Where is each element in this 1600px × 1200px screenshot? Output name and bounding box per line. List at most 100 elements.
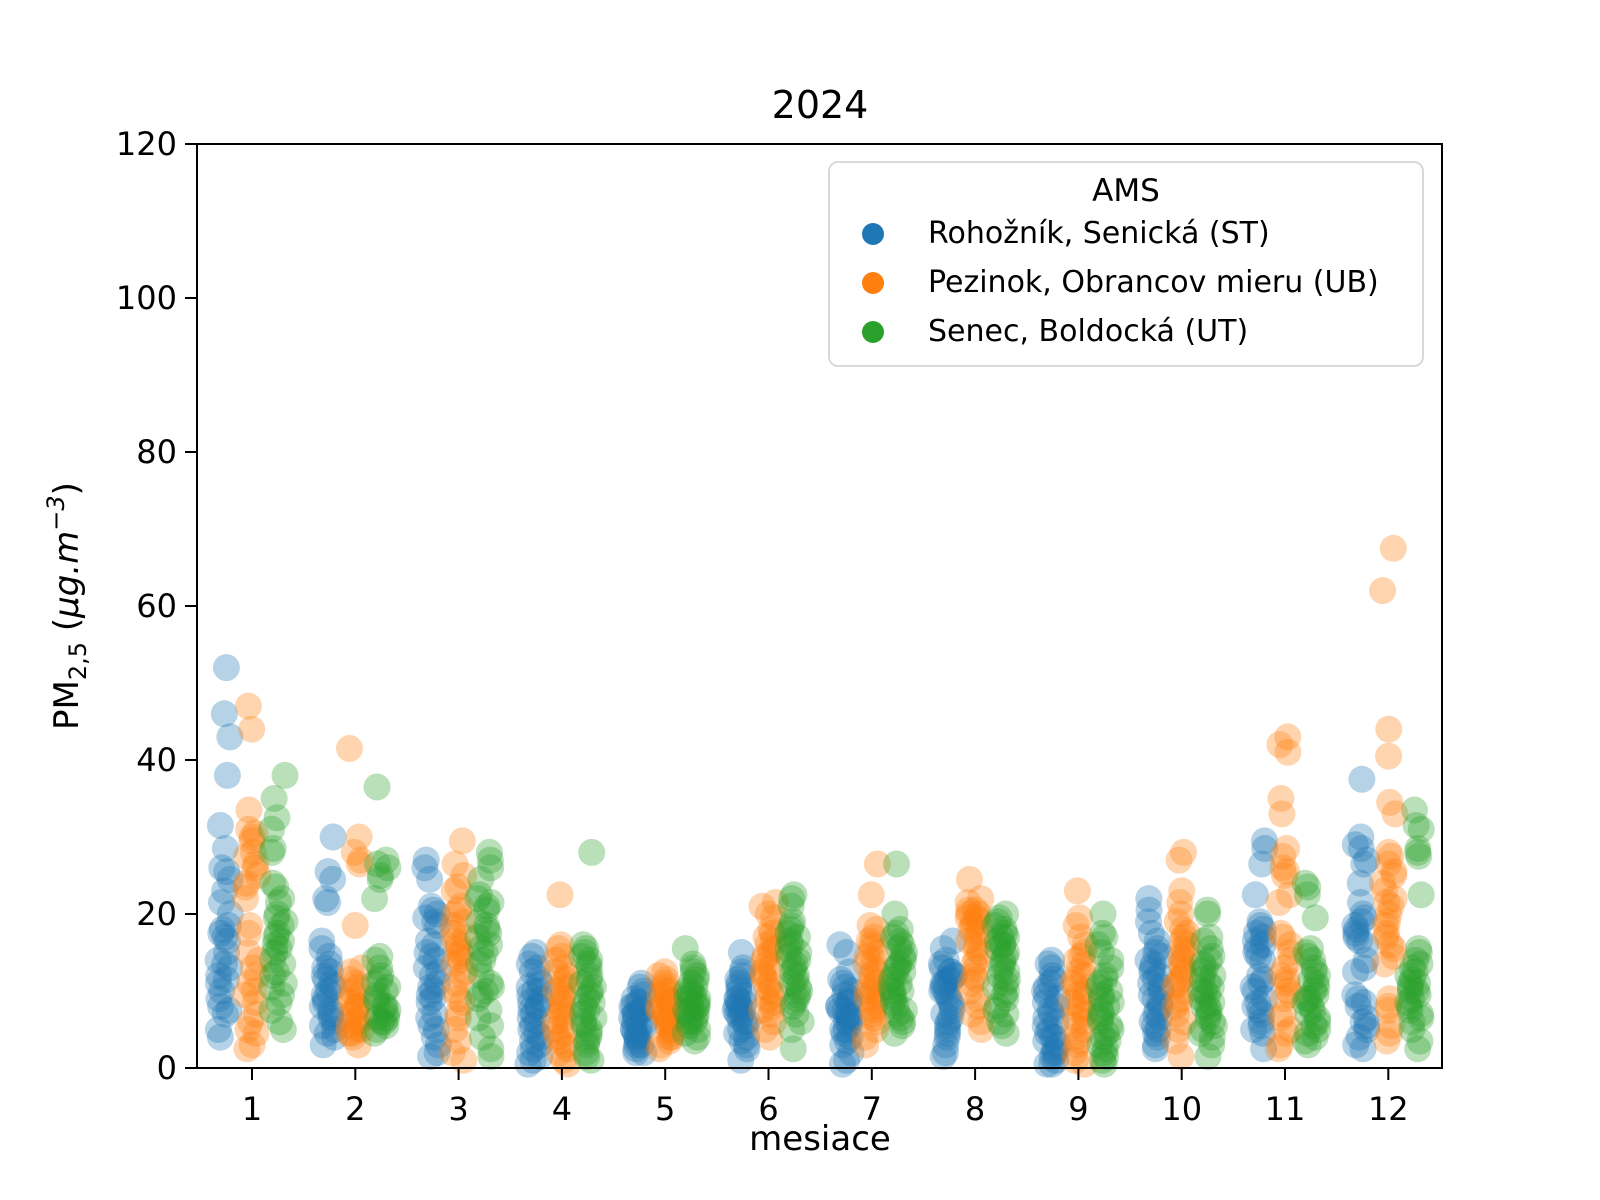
data-point	[682, 1000, 710, 1028]
data-point	[308, 992, 336, 1020]
data-point	[1303, 973, 1331, 1001]
data-point	[984, 992, 1011, 1020]
data-point	[1241, 977, 1269, 1005]
data-point	[547, 1000, 575, 1028]
data-point	[1135, 896, 1163, 924]
data-point	[829, 969, 857, 997]
data-point	[542, 977, 570, 1005]
data-point	[835, 958, 863, 986]
data-point	[1170, 923, 1198, 951]
data-point	[242, 1000, 270, 1028]
data-point	[1274, 738, 1302, 766]
data-point	[240, 977, 268, 1005]
data-point	[423, 1039, 451, 1067]
data-point	[882, 954, 910, 982]
data-point	[1138, 958, 1166, 986]
data-point	[238, 1031, 266, 1059]
data-point	[838, 1004, 866, 1032]
data-point	[962, 954, 990, 982]
data-point	[337, 1000, 365, 1028]
data-point	[554, 1050, 581, 1078]
data-point	[573, 1027, 601, 1055]
data-point	[651, 992, 679, 1020]
data-point	[412, 954, 440, 982]
data-point	[1249, 931, 1277, 959]
data-point	[863, 969, 890, 997]
data-point	[549, 1004, 577, 1032]
data-point	[753, 973, 781, 1001]
data-point	[546, 1027, 574, 1055]
data-point	[449, 962, 477, 990]
data-point	[1141, 966, 1169, 993]
data-point	[1097, 946, 1125, 974]
data-point	[1373, 919, 1400, 947]
data-point	[676, 989, 704, 1016]
data-point	[1036, 996, 1064, 1024]
data-point	[651, 969, 679, 997]
data-point	[1097, 989, 1125, 1016]
data-point	[860, 923, 888, 951]
data-point	[439, 912, 467, 939]
data-point	[1032, 1027, 1060, 1055]
data-point	[1266, 962, 1294, 990]
data-point	[1271, 862, 1298, 889]
data-point	[342, 996, 370, 1024]
data-point	[337, 977, 365, 1005]
data-point	[1065, 1027, 1093, 1055]
data-point	[445, 1027, 473, 1055]
data-point	[836, 1008, 863, 1036]
data-point	[476, 969, 504, 997]
data-point	[725, 992, 753, 1020]
data-point	[208, 854, 236, 882]
data-point	[651, 1000, 679, 1028]
data-point	[477, 1035, 505, 1063]
data-point	[575, 1019, 603, 1047]
data-point	[1247, 1012, 1275, 1040]
data-point	[1173, 931, 1201, 959]
y-tick-label: 40	[136, 741, 177, 779]
data-point	[344, 992, 371, 1020]
data-point	[835, 1000, 862, 1028]
data-point	[966, 939, 994, 966]
data-point	[1197, 973, 1225, 1001]
data-point	[1249, 915, 1277, 943]
data-point	[259, 869, 287, 897]
data-point	[836, 989, 864, 1016]
data-point	[1294, 942, 1322, 970]
data-point	[1084, 931, 1112, 959]
data-point	[318, 969, 346, 997]
data-point	[1170, 946, 1197, 974]
data-point	[1399, 954, 1426, 982]
data-point	[577, 1046, 605, 1074]
data-point	[1161, 1027, 1189, 1055]
data-point	[367, 962, 395, 990]
data-point	[1407, 1000, 1434, 1028]
data-point	[857, 931, 885, 959]
data-point	[984, 908, 1012, 936]
data-point	[1187, 1019, 1215, 1047]
data-point	[934, 1016, 962, 1043]
data-point	[366, 966, 394, 993]
data-point	[1266, 1031, 1294, 1059]
data-point	[206, 812, 234, 839]
data-point	[984, 935, 1012, 963]
data-point	[1239, 973, 1267, 1001]
data-point	[570, 992, 598, 1020]
data-point	[784, 981, 812, 1009]
data-point	[987, 954, 1015, 982]
data-point	[937, 989, 965, 1016]
data-point	[552, 966, 580, 993]
data-point	[1170, 958, 1198, 986]
data-point	[753, 950, 781, 978]
data-point	[654, 1012, 681, 1040]
data-point	[550, 969, 578, 997]
data-point	[760, 1008, 788, 1036]
data-point	[620, 1016, 647, 1043]
data-point	[271, 761, 299, 789]
data-point	[1293, 985, 1321, 1013]
data-point	[343, 992, 371, 1020]
data-point	[829, 1031, 857, 1059]
data-point	[259, 946, 287, 974]
data-point	[471, 977, 499, 1005]
